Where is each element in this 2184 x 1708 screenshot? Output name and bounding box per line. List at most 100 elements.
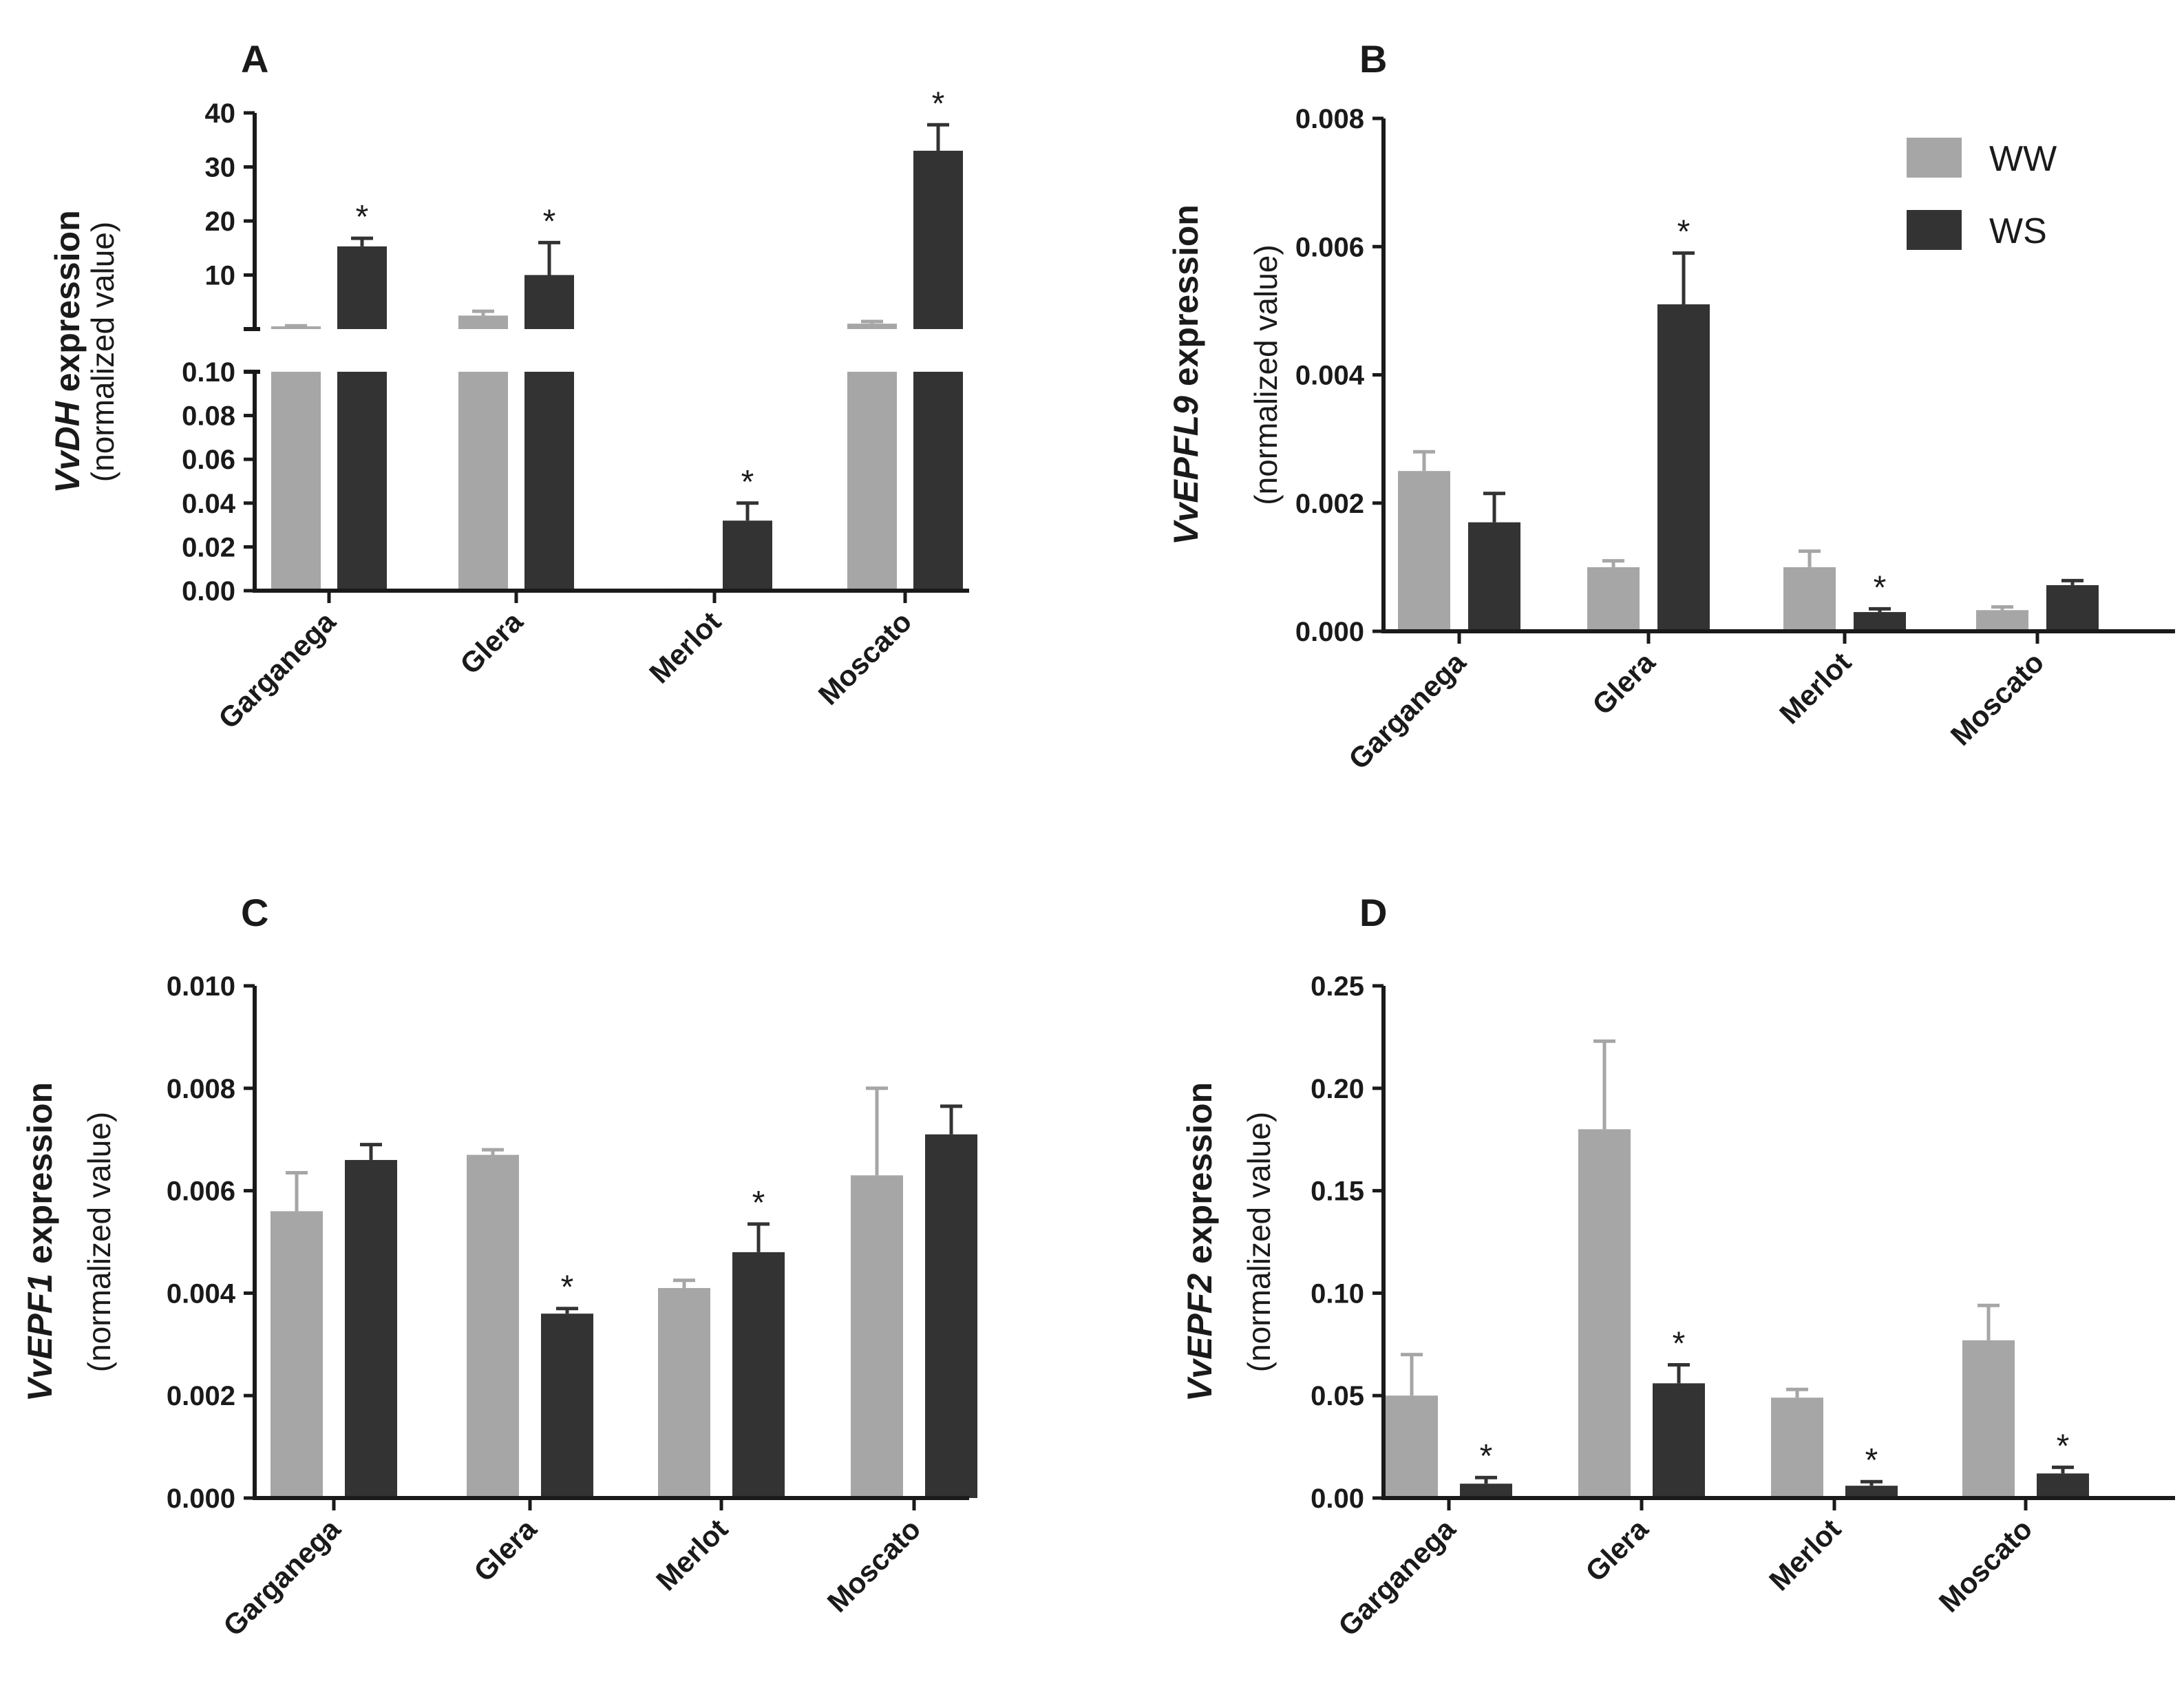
x-tick-label: Merlot [643,605,727,689]
x-tick-label: Merlot [1773,646,1857,730]
bar-ww-glera [467,1155,519,1498]
bar-ws-moscato [913,150,963,329]
y-axis-sublabel: (normalized value) [81,1112,117,1372]
y-tick-label: 20 [205,207,236,237]
panel-d: D VvEPF2 expression (normalized value) 0.00… [1180,891,2175,1643]
x-tick-label: Merlot [1763,1512,1847,1596]
y-tick-label: 0.00 [1311,1484,1364,1514]
y-tick-label: 0.06 [182,445,235,475]
y-tick-label: 0.20 [1311,1074,1364,1104]
bar-ww-moscato-lower [847,372,897,591]
significance-asterisk: * [543,203,556,240]
legend-label-ws: WS [1989,211,2047,251]
bar-ws-moscato-lower [913,372,963,591]
bar-ws-merlot [1854,612,1906,631]
x-tick-label: Moscato [1944,646,2050,752]
y-axis-gene-name: VvEPF1 [21,1274,59,1402]
bar-ww-moscato [851,1175,903,1498]
y-tick-label: 40 [205,98,236,129]
y-axis-gene-name: VvEPF2 [1180,1274,1219,1402]
bar-ww-garganega [271,1211,323,1498]
y-axis-label: VvEPF1 expression [21,1082,59,1402]
bar-ws-moscato [925,1134,977,1498]
panel-a: A VvDH expression(normalized value) 0.00 0.… [48,37,969,735]
y-tick-label: 0.004 [167,1278,236,1309]
bar-ww-moscato [847,324,897,329]
bar-ww-merlot [1783,567,1836,631]
bar-ws-glera [1653,1383,1705,1498]
y-axis-gene-name: VvDH [48,401,87,493]
y-tick-label: 0.00 [182,576,235,607]
bar-ws-glera-lower [524,372,574,591]
x-tick-label: Moscato [821,1512,927,1619]
legend-label-ww: WW [1989,139,2057,179]
y-axis-label-suffix: expression [1167,204,1205,396]
y-tick-label: 0.000 [167,1484,235,1514]
bar-ws-merlot [732,1252,785,1498]
legend: WW WS [1907,138,2057,251]
y-axis-sublabel: (normalized value) [1248,244,1284,505]
significance-asterisk: * [2057,1428,2070,1464]
x-tick-label: Garganega [212,605,342,735]
bar-ws-merlot [1845,1486,1898,1498]
bar-ws-garganega [1460,1484,1512,1498]
significance-asterisk: * [1673,1326,1686,1362]
bar-ww-glera [1578,1129,1631,1498]
x-tick-label: Glera [1586,646,1662,721]
y-tick-label: 0.02 [182,532,235,562]
bar-ww-glera [458,315,508,329]
significance-asterisk: * [356,199,369,235]
significance-asterisk: * [561,1269,574,1306]
x-tick-label: Garganega [1332,1512,1462,1643]
y-tick-label: 0.08 [182,401,235,432]
bar-ww-moscato [1962,1340,2015,1498]
y-tick-label: 10 [205,261,236,291]
bar-ww-glera [1587,567,1640,631]
bar-ws-glera [524,275,574,329]
y-tick-label: 0.04 [182,489,236,519]
y-tick-label: 0.05 [1311,1381,1364,1411]
bar-ws-moscato [2037,1473,2089,1498]
x-tick-label: Glera [1579,1512,1655,1588]
panel-letter: C [241,891,268,934]
y-tick-label: 0.002 [167,1381,235,1411]
significance-asterisk: * [1874,569,1887,606]
y-tick-label: 0.10 [182,357,235,388]
significance-asterisk: * [752,1185,765,1221]
y-axis-label: VvEPF2 expression [1180,1082,1219,1402]
bar-ws-moscato [2046,584,2099,631]
y-axis-label-suffix: expression [21,1082,59,1274]
y-tick-label: 30 [205,153,236,183]
x-tick-label: Glera [454,605,529,681]
y-axis-label-suffix: expression [1180,1082,1219,1274]
bar-ww-glera-lower [458,372,508,591]
bar-ww-garganega [1386,1395,1438,1498]
y-tick-label: 0.002 [1295,489,1364,519]
y-axis-sublabel: (normalized value) [1241,1112,1277,1372]
bar-ww-moscato [1976,610,2028,631]
bar-ws-garganega [337,246,387,329]
x-tick-label: Glera [467,1512,543,1588]
y-axis-sublabel: (normalized value) [85,222,120,482]
significance-asterisk: * [1865,1442,1878,1479]
bar-ws-glera [1657,304,1710,631]
bar-ww-garganega-lower [271,372,321,591]
significance-asterisk: * [932,85,945,122]
y-tick-label: 0.008 [167,1074,235,1104]
panel-c: C VvEPF1 expression (normalized value) 0.00… [21,891,977,1643]
bar-ws-merlot [723,520,772,591]
y-axis-label-suffix: expression [48,210,87,401]
x-tick-label: Garganega [217,1512,347,1643]
panel-letter: A [241,37,268,81]
y-tick-label: 0.004 [1295,361,1365,391]
bar-ws-garganega-lower [337,372,387,591]
bar-ws-glera [541,1314,593,1498]
y-tick-label: 0.10 [1311,1278,1364,1309]
y-tick-label: 0.006 [167,1177,235,1207]
y-tick-label: 0.15 [1311,1177,1364,1207]
y-axis-label: VvDH expression [48,210,87,493]
significance-asterisk: * [1677,214,1690,251]
y-axis-gene-name: VvEPFL9 [1167,396,1205,545]
significance-asterisk: * [741,464,754,500]
